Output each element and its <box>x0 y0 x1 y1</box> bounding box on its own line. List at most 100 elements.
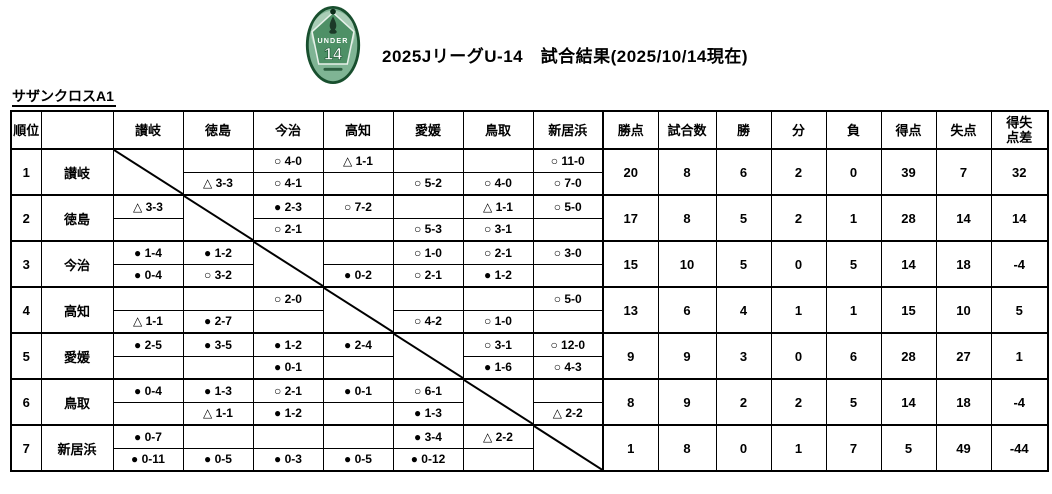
match-result-cell: ● 1-2 <box>252 401 324 426</box>
stat-cell: 2 <box>715 378 772 426</box>
col-header-stat: 得失 点差 <box>990 110 1049 150</box>
match-result-cell: ● 0-5 <box>322 447 394 472</box>
stat-cell: 1 <box>602 424 659 472</box>
stat-cell: 4 <box>715 286 772 334</box>
stat-cell: 14 <box>990 194 1049 242</box>
col-header-stat: 失点 <box>935 110 992 150</box>
stat-cell: 8 <box>657 148 717 196</box>
stat-cell: 1 <box>770 286 827 334</box>
col-header-stat: 分 <box>770 110 827 150</box>
league-section: サザンクロスA1 順位 讃岐 徳島 今治 高知 愛媛 鳥取 新居浜 勝点 試合数勝分負得点 失点得… <box>0 87 1052 472</box>
stat-cell: 6 <box>715 148 772 196</box>
team-row-bottom: ● 0-11 ● 0-5 ● 0-3 ● 0-5 ● 0-12 <box>11 447 1048 472</box>
match-result-cell: ○ 5-0 <box>532 286 604 311</box>
match-result-cell: △ 3-3 <box>112 194 184 219</box>
self-match-diagonal-cell <box>182 194 254 242</box>
stat-cell: 28 <box>880 194 937 242</box>
col-header-stat: 勝 <box>715 110 772 150</box>
match-result-cell: ○ 4-3 <box>532 355 604 380</box>
team-row-top: 3 今治 ● 1-4 ● 1-2 ○ 1-0 ○ 2-1 ○ 3-0 15 10 5 0 5 14 18-… <box>10 240 1049 288</box>
match-result-cell <box>112 401 184 426</box>
match-result-cell <box>322 424 394 449</box>
match-result-cell <box>462 148 534 173</box>
match-result-cell <box>322 217 394 242</box>
u14-badge-logo: UNDER 14 <box>304 5 362 85</box>
stat-cell: 5 <box>825 240 882 288</box>
match-result-cell: △ 2-2 <box>462 424 534 449</box>
match-result-cell: ○ 7-2 <box>322 194 394 219</box>
stat-cell: 9 <box>657 332 717 380</box>
team-row-bottom: △ 1-1 ● 1-2 ● 1-3 △ 2-2 <box>11 401 1048 426</box>
rank-cell: 7 <box>10 424 42 472</box>
stat-cell: 2 <box>770 148 827 196</box>
self-match-diagonal-cell <box>252 240 324 288</box>
match-result-cell: ● 0-7 <box>112 424 184 449</box>
team-row-top: 6 鳥取 ● 0-4 ● 1-3 ○ 2-1 ● 0-1 ○ 6-1 8 9 2 2 5 14 18 -4 <box>10 378 1049 426</box>
stat-cell: 39 <box>880 148 937 196</box>
col-header-opponent: 徳島 <box>182 110 254 150</box>
stat-cell: 14 <box>935 194 992 242</box>
stat-cell: -44 <box>990 424 1049 472</box>
match-result-cell <box>462 286 534 311</box>
col-header-team-blank <box>40 110 114 150</box>
match-result-cell <box>182 286 254 311</box>
match-result-cell <box>112 355 184 380</box>
match-result-cell: ○ 3-1 <box>462 332 534 357</box>
team-row-bottom: ● 0-4 ○ 3-2 ● 0-2 ○ 2-1 ● 1-2 <box>11 263 1048 288</box>
stat-cell: 49 <box>935 424 992 472</box>
match-result-cell <box>532 263 604 288</box>
stat-cell: 18 <box>935 378 992 426</box>
stat-cell: 8 <box>657 424 717 472</box>
stat-cell: 3 <box>715 332 772 380</box>
match-result-cell: ● 1-2 <box>462 263 534 288</box>
match-result-cell: ○ 5-2 <box>392 171 464 196</box>
match-result-cell <box>182 424 254 449</box>
league-name: サザンクロスA1 <box>12 88 116 107</box>
col-header-opponent: 愛媛 <box>392 110 464 150</box>
col-header-opponent: 今治 <box>252 110 324 150</box>
match-result-cell: △ 2-2 <box>532 401 604 426</box>
league-results-table: 順位 讃岐 徳島 今治 高知 愛媛 鳥取 新居浜 勝点 試合数勝分負得点 失点 得失 点差 1 讃岐 ○… <box>10 110 1049 472</box>
stat-cell: 18 <box>935 240 992 288</box>
col-header-stat: 勝点 <box>602 110 659 150</box>
match-result-cell: ○ 11-0 <box>532 148 604 173</box>
stat-cell: 7 <box>935 148 992 196</box>
team-row-bottom: △ 3-3 ○ 4-1 ○ 5-2 ○ 4-0 ○ 7-0 <box>11 171 1048 196</box>
match-result-cell: △ 1-1 <box>322 148 394 173</box>
stat-cell: 27 <box>935 332 992 380</box>
match-result-cell: ○ 1-0 <box>462 309 534 334</box>
team-row-bottom: ● 0-1 ● 1-6 ○ 4-3 <box>11 355 1048 380</box>
col-header-stat: 負 <box>825 110 882 150</box>
match-result-cell: ● 1-2 <box>182 240 254 265</box>
match-result-cell: ● 2-3 <box>252 194 324 219</box>
self-match-diagonal-cell <box>112 148 184 196</box>
match-result-cell: ○ 2-1 <box>252 378 324 403</box>
match-result-cell <box>112 286 184 311</box>
match-result-cell: ● 3-4 <box>392 424 464 449</box>
team-name-cell: 高知 <box>40 286 114 334</box>
self-match-diagonal-cell <box>532 424 604 472</box>
match-result-cell: ● 0-3 <box>252 447 324 472</box>
stat-cell: 8 <box>657 194 717 242</box>
self-match-diagonal-cell <box>322 286 394 334</box>
match-result-cell: ● 0-5 <box>182 447 254 472</box>
stat-cell: -4 <box>990 378 1049 426</box>
rank-cell: 2 <box>10 194 42 242</box>
stat-cell: 6 <box>825 332 882 380</box>
team-row-top: 5 愛媛 ● 2-5 ● 3-5 ● 1-2 ● 2-4 ○ 3-1 ○ 12-0 9 9 3 0 6 2… <box>10 332 1049 380</box>
col-header-opponent: 讃岐 <box>112 110 184 150</box>
stat-cell: 5 <box>715 194 772 242</box>
rank-cell: 5 <box>10 332 42 380</box>
stat-cell: 7 <box>825 424 882 472</box>
match-result-cell <box>532 217 604 242</box>
stat-cell: 2 <box>770 194 827 242</box>
match-result-cell <box>392 286 464 311</box>
stat-cell: 2 <box>770 378 827 426</box>
team-row-top: 4 高知 ○ 2-0 ○ 5-0 13 6 4 1 1 15 10 5 <box>10 286 1049 334</box>
team-name-cell: 新居浜 <box>40 424 114 472</box>
col-header-rank: 順位 <box>10 110 42 150</box>
match-result-cell: ○ 6-1 <box>392 378 464 403</box>
match-result-cell <box>322 355 394 380</box>
match-result-cell: ○ 4-1 <box>252 171 324 196</box>
team-name-cell: 讃岐 <box>40 148 114 196</box>
